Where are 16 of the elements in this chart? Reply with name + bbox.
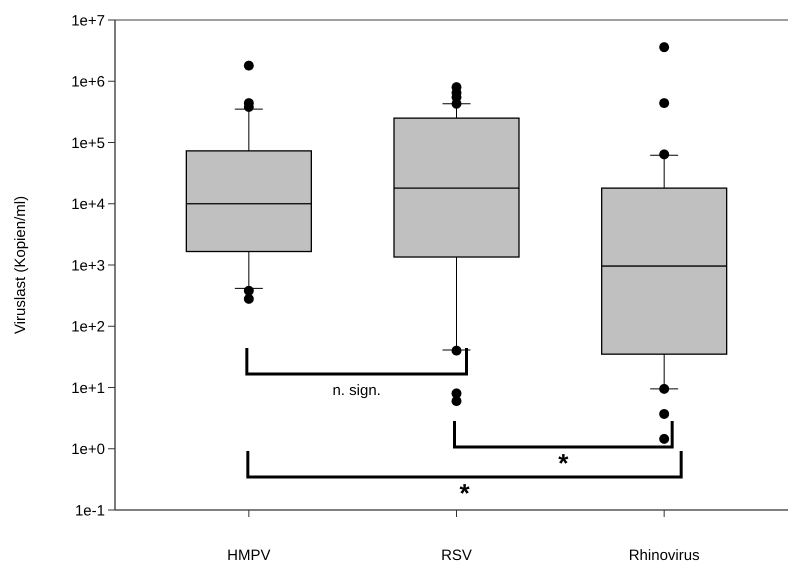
x-tick-label: HMPV [227,547,271,564]
y-tick-label: 1e+3 [71,257,105,274]
y-tick-label: 1e+2 [71,318,105,336]
annotation: n. sign. [332,382,381,399]
x-tick-label: Rhinovirus [628,547,700,564]
y-tick-label: 1e+1 [71,380,105,397]
y-tick-label: 1e+4 [71,196,105,213]
y-tick-label: 1e+5 [71,134,105,152]
annotation: * [459,478,470,508]
annotation: * [558,448,570,478]
y-tick-label: 1e-1 [74,502,105,520]
y-axis-title: Viruslast (Kopien/ml) [12,196,29,334]
y-tick-label: 1e+0 [71,441,105,458]
y-tick-label: 1e+7 [71,12,105,30]
y-tick-label: 1e+6 [71,74,105,90]
x-tick-label: RSV [441,547,472,564]
